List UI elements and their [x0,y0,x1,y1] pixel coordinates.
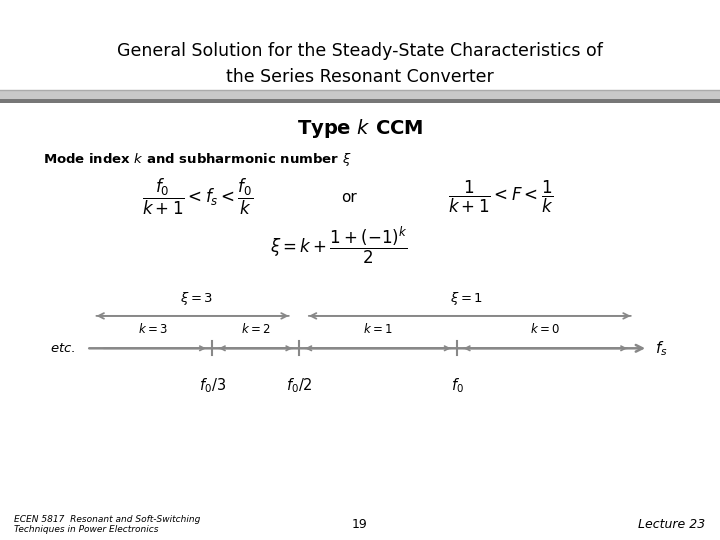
Text: $f_0/2$: $f_0/2$ [286,376,312,395]
Text: 19: 19 [352,518,368,531]
Text: Type $k$ CCM: Type $k$ CCM [297,117,423,140]
Text: or: or [341,190,357,205]
Text: $k = 0$: $k = 0$ [531,322,560,336]
Text: $\xi = 3$: $\xi = 3$ [180,291,212,307]
Text: $k = 1$: $k = 1$ [363,322,393,336]
Text: Techniques in Power Electronics: Techniques in Power Electronics [14,525,159,534]
Text: $k = 3$: $k = 3$ [138,322,168,336]
Text: ECEN 5817  Resonant and Soft-Switching: ECEN 5817 Resonant and Soft-Switching [14,515,201,524]
Text: General Solution for the Steady-State Characteristics of: General Solution for the Steady-State Ch… [117,42,603,60]
Text: $f_0/3$: $f_0/3$ [199,376,226,395]
Text: $\xi = 1$: $\xi = 1$ [450,291,482,307]
Text: $\dfrac{f_0}{k+1} < f_s < \dfrac{f_0}{k}$: $\dfrac{f_0}{k+1} < f_s < \dfrac{f_0}{k}… [142,177,254,217]
Text: the Series Resonant Converter: the Series Resonant Converter [226,68,494,86]
Text: $f_0$: $f_0$ [451,376,464,395]
Bar [0,99,720,103]
Text: $k = 2$: $k = 2$ [240,322,271,336]
Text: $f_s$: $f_s$ [655,339,668,357]
Text: $\xi = k + \dfrac{1+(-1)^k}{2}$: $\xi = k + \dfrac{1+(-1)^k}{2}$ [269,225,408,266]
Text: Mode index $k$ and subharmonic number $\xi$: Mode index $k$ and subharmonic number $\… [43,151,352,168]
Text: $\dfrac{1}{k+1} < F < \dfrac{1}{k}$: $\dfrac{1}{k+1} < F < \dfrac{1}{k}$ [448,179,553,215]
Text: Lecture 23: Lecture 23 [639,518,706,531]
Bar [0,90,720,100]
Text: $etc.$: $etc.$ [50,342,76,355]
